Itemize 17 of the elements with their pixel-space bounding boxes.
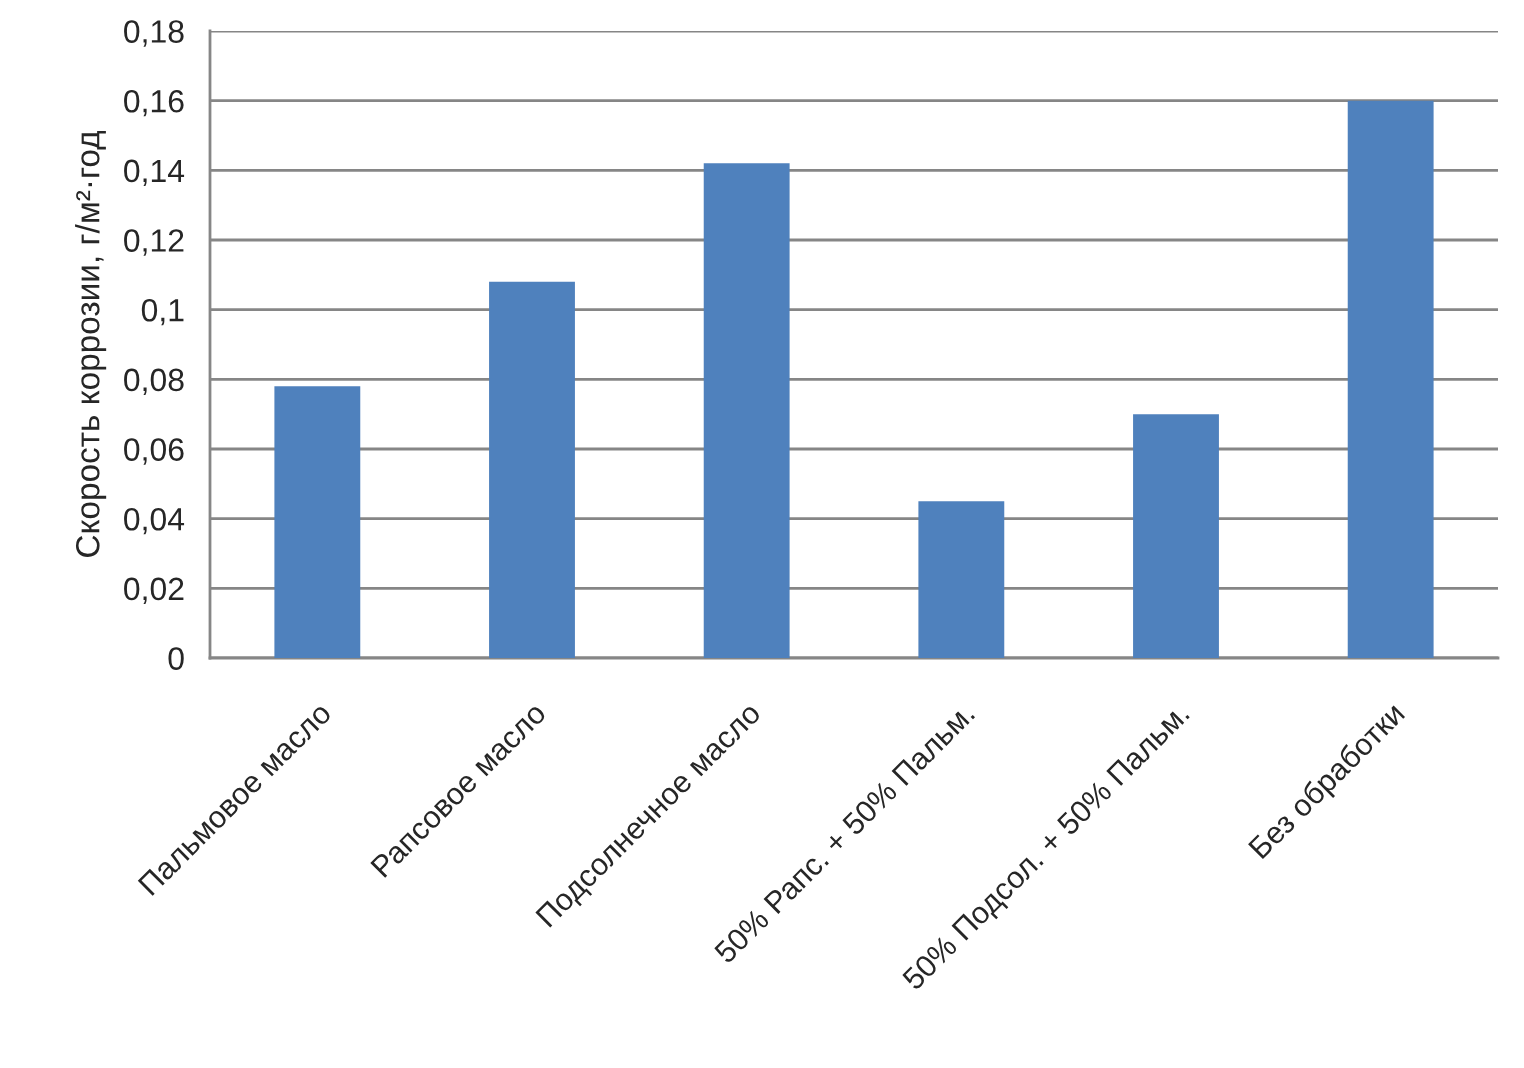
bar xyxy=(1347,100,1434,658)
y-tick-label: 0,12 xyxy=(124,229,184,256)
y-tick-label: 0,18 xyxy=(124,20,184,47)
y-tick-label: 0,14 xyxy=(124,159,185,186)
bar xyxy=(489,281,575,658)
y-tick-label: 0,06 xyxy=(124,438,184,465)
bar xyxy=(274,386,361,658)
y-tick-label: 0,1 xyxy=(141,298,184,326)
bar xyxy=(703,163,790,658)
bar xyxy=(918,501,1005,658)
y-tick-label: 0,16 xyxy=(124,89,184,117)
bar xyxy=(1133,414,1219,658)
y-tick-label: 0 xyxy=(168,647,184,670)
y-axis-title: Скорость коррозии, г/м²·год xyxy=(75,130,107,557)
y-tick-label: 0,02 xyxy=(124,577,184,604)
y-tick-label: 0,08 xyxy=(124,368,184,395)
y-tick-label: 0,04 xyxy=(124,507,185,535)
